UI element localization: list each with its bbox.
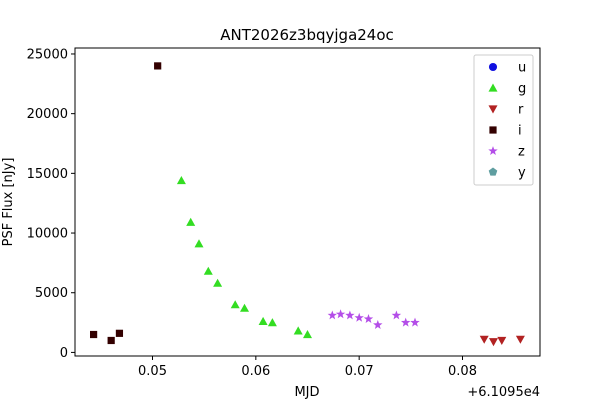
x-axis-offset-label: +6.1095e4 [467,385,540,400]
data-point-z [345,310,355,320]
data-point-r [479,335,489,344]
legend-label-g: g [518,82,526,97]
data-point-z [391,310,402,320]
data-point-g [176,176,186,185]
plot-frame [74,47,541,357]
y-tick-label: 0 [60,346,68,361]
data-point-z [335,309,346,319]
legend-marker-u [488,62,498,72]
legend-label-r: r [518,103,524,118]
legend-label-u: u [518,61,526,76]
data-point-i [154,62,162,70]
y-axis-label: PSF Flux [nJy] [1,158,16,247]
y-tick-label: 15000 [27,167,68,182]
legend-box [473,54,534,186]
data-point-g [303,330,312,339]
data-point-i [115,329,124,337]
data-point-g [194,239,204,248]
legend-marker-r [488,105,498,114]
data-point-r [489,338,498,347]
chart-title: ANT2026z3bqyjga24oc [220,26,394,44]
data-point-g [213,278,223,287]
data-point-z [410,317,420,327]
data-point-z [327,310,337,320]
plot-area [90,62,525,347]
x-tick-label: 0.08 [448,364,477,379]
legend-marker-g [488,83,498,92]
data-point-z [373,320,383,329]
data-point-g [258,316,268,325]
y-tick-label: 20000 [27,107,68,122]
data-point-g [186,217,196,226]
y-tick-label: 10000 [27,227,68,242]
data-point-g [230,300,240,309]
data-point-i [90,330,98,339]
y-tick-label: 5000 [35,286,68,301]
data-point-z [354,312,364,322]
data-point-r [497,336,507,345]
data-point-g [267,318,277,327]
x-tick-label: 0.05 [138,364,167,379]
legend-label-y: y [518,166,526,181]
data-point-i [107,336,115,345]
data-point-g [203,266,213,275]
data-point-r [515,335,525,344]
legend-marker-i [489,126,497,134]
legend-marker-y [488,167,498,176]
legend-label-z: z [518,145,525,160]
x-tick-label: 0.06 [241,364,270,379]
legend-label-i: i [518,124,522,139]
data-point-g [293,326,303,335]
x-axis-label: MJD [294,385,319,400]
y-axis: 0 5000 10000 15000 20000 25000 [27,47,75,361]
x-axis: 0.05 0.06 0.07 0.08 [138,356,477,379]
data-point-g [240,303,249,312]
data-point-z [363,314,374,323]
y-tick-label: 25000 [27,47,68,62]
data-point-z [401,317,411,327]
legend-marker-z [488,146,498,155]
x-tick-label: 0.07 [345,364,374,379]
